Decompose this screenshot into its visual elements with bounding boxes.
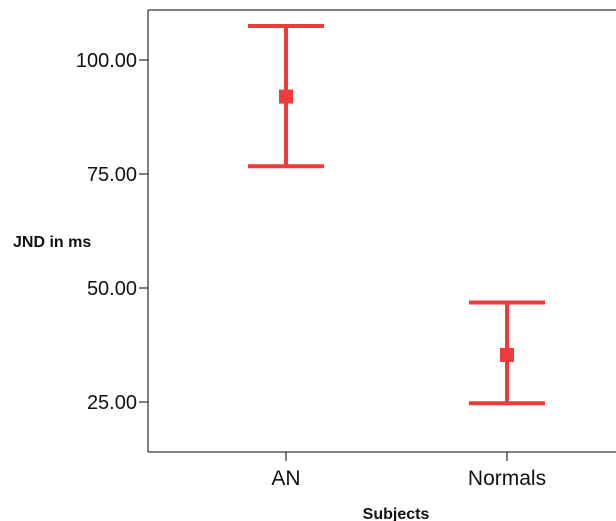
x-tick-label: AN [271,467,300,490]
y-tick-label: 50.00 [87,278,137,300]
y-tick-label: 25.00 [87,392,137,414]
plot-frame [147,9,616,453]
y-tick-label: 100.00 [76,50,137,72]
error-bar-group [469,300,545,406]
x-tick-label: Normals [468,467,546,490]
tick-labels: 25.00 50.00 75.00 100.00 AN Normals [76,50,546,490]
x-axis-title: Subjects [363,506,430,521]
mean-marker [279,89,293,104]
error-bar-group [248,23,324,169]
axis-ticks [139,59,508,461]
y-axis-title: JND in ms [13,234,91,251]
error-bars [248,23,545,406]
mean-marker [500,347,514,362]
y-tick-label: 75.00 [87,164,137,186]
